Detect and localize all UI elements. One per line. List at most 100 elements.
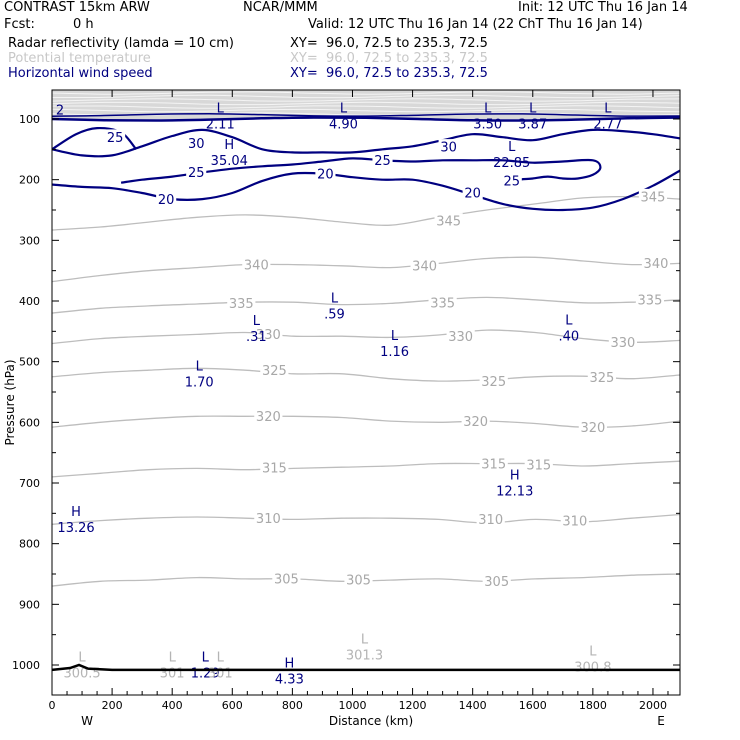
surface-extremum-value: 300.5: [63, 667, 100, 682]
wind-label-20: 20: [158, 193, 175, 208]
x-tick-label: 2000: [639, 699, 667, 712]
y-tick-label: 300: [19, 234, 40, 247]
theta-label-310-bg: [560, 512, 589, 529]
theta-label-320-bg: [461, 413, 490, 429]
theta-label-325-bg: [587, 369, 616, 386]
extremum-L-marker: L: [391, 329, 399, 344]
theta-label-305: 305: [484, 575, 509, 590]
theta-label-345-bg: [434, 213, 463, 229]
surface-extremum-marker: L: [361, 632, 369, 647]
wind-contour-25: [120, 157, 602, 184]
field-xy-reflectivity: XY= 96.0, 72.5 to 235.3, 72.5: [290, 36, 488, 51]
chart-header: CONTRAST 15km ARW NCAR/MMM Init: 12 UTC …: [0, 0, 740, 90]
extremum-L-marker: L: [604, 102, 612, 117]
plot-frame: [51, 89, 681, 696]
theta-label-310: 310: [478, 513, 503, 528]
x-tick-label: 1800: [579, 699, 607, 712]
theta-label-315-bg: [524, 457, 553, 473]
x-tick-label: 1000: [338, 699, 366, 712]
x-axis-title: Distance (km): [329, 714, 413, 728]
x-tick-label: 600: [222, 699, 243, 712]
x-tick-label: 200: [102, 699, 123, 712]
wind-label-25: 25: [374, 154, 391, 169]
x-tick-label: 400: [162, 699, 183, 712]
extremum-value: 1.70: [185, 375, 214, 390]
field-xy-wind: XY= 96.0, 72.5 to 235.3, 72.5: [290, 66, 488, 81]
east-label: E: [657, 714, 665, 728]
wind-label-20-bg: [462, 185, 483, 201]
theta-label-305: 305: [274, 573, 299, 588]
theta-label-325-bg: [479, 373, 508, 389]
extremum-value: 4.33: [275, 673, 304, 688]
theta-label-335: 335: [638, 293, 663, 308]
y-tick-label: 600: [19, 416, 40, 429]
west-label: W: [81, 714, 93, 728]
x-tick-label: 0: [49, 699, 56, 712]
theta-label-340: 340: [644, 257, 669, 272]
theta-label-305-bg: [344, 572, 373, 588]
extremum-L-marker: L: [196, 359, 204, 374]
theta-label-325: 325: [481, 375, 506, 390]
x-tick-label: 1200: [399, 699, 427, 712]
theta-label-340: 340: [244, 258, 269, 273]
surface-extremum-value: 301.3: [346, 648, 383, 663]
theta-contour-330: [52, 329, 680, 345]
terrain-line: [51, 663, 680, 672]
theta-label-330-bg: [608, 334, 637, 351]
theta-label-305-bg: [482, 573, 511, 590]
wind-label-30: 30: [440, 141, 457, 156]
field-xy-theta: XY= 96.0, 72.5 to 235.3, 72.5: [290, 51, 488, 66]
extremum-value: .59: [324, 308, 345, 323]
wind-label-30-bg: [438, 139, 459, 155]
init-time: Init: 12 UTC Thu 16 Jan 14: [518, 0, 688, 15]
wind-label-25-bg: [105, 129, 126, 145]
extremum-value: 3.87: [518, 118, 547, 133]
extremum-L-marker: L: [484, 102, 492, 117]
wind-label-25: 25: [107, 131, 124, 146]
extremum-L-marker: L: [529, 102, 537, 117]
extremum-H-marker: H: [71, 505, 81, 520]
forecast-hour: 0 h: [73, 17, 94, 32]
theta-label-335-bg: [635, 291, 665, 308]
wind-contour-jet-top-2: [52, 113, 680, 117]
extremum-H-marker: H: [224, 138, 234, 153]
y-tick-label: 900: [19, 598, 40, 611]
wind-label-20-bg: [156, 191, 177, 207]
field-name-reflectivity: Radar reflectivity (lamda = 10 cm): [8, 36, 234, 51]
theta-label-335-bg: [428, 295, 457, 311]
extremum-value: 12.13: [496, 485, 533, 500]
wind-contour-25: [52, 126, 137, 151]
theta-label-315: 315: [526, 458, 551, 473]
wind-label-25: 25: [503, 175, 520, 190]
surface-extremum-value: 300.8: [574, 661, 611, 676]
extremum-value: 13.26: [57, 521, 94, 536]
center-title: NCAR/MMM: [243, 0, 318, 15]
theta-label-310-bg: [254, 510, 283, 526]
y-tick-label: 500: [19, 356, 40, 369]
extremum-value: 2.11: [206, 118, 235, 133]
extremum-L-marker: L: [565, 313, 573, 328]
wind-label-25: 25: [188, 166, 205, 181]
theta-label-320-bg: [254, 408, 283, 425]
theta-band-line: [52, 101, 680, 106]
surface-extremum-marker: L: [169, 651, 177, 666]
model-title: CONTRAST 15km ARW: [4, 0, 150, 15]
extremum-L-marker: L: [340, 102, 348, 117]
theta-band-line: [52, 108, 680, 113]
theta-band-line: [52, 91, 680, 95]
field-name-wind: Horizontal wind speed: [8, 66, 153, 81]
surface-extremum-marker: L: [78, 651, 86, 666]
x-tick-label: 800: [282, 699, 303, 712]
theta-label-330-bg: [446, 328, 475, 344]
wind-label-25-bg: [372, 152, 393, 169]
extremum-value: 35.04: [211, 154, 248, 169]
theta-label-345: 345: [641, 190, 666, 205]
theta-label-320: 320: [580, 421, 605, 436]
wind-label-25-bg: [186, 164, 207, 181]
theta-band-line: [52, 105, 680, 109]
wind-label-20-bg: [315, 165, 336, 182]
y-axis-title: Pressure (hPa): [3, 359, 17, 445]
theta-label-330: 330: [448, 330, 473, 345]
theta-label-330: 330: [610, 336, 635, 351]
